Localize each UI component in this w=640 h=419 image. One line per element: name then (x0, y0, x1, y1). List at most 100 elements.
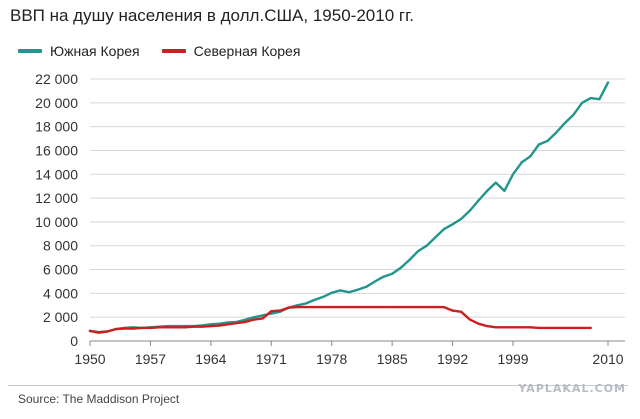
data-point-1-1980 (347, 306, 351, 309)
data-point-0-2010 (606, 81, 610, 84)
data-point-1-1960 (175, 326, 178, 329)
data-point-1-1985 (391, 306, 394, 309)
data-point-1-1952 (106, 330, 109, 333)
y-tick-label: 14 000 (35, 166, 78, 182)
data-point-0-1989 (425, 244, 428, 247)
data-point-0-2007 (581, 101, 584, 104)
data-point-0-2009 (598, 98, 601, 101)
data-point-1-2000 (520, 326, 523, 329)
data-point-0-1985 (391, 272, 394, 275)
data-point-1-1953 (114, 328, 117, 331)
data-point-0-1994 (468, 209, 471, 212)
x-tick-label: 2010 (592, 351, 623, 367)
legend-label-south-korea: Южная Корея (50, 43, 140, 59)
data-point-0-1986 (399, 266, 402, 269)
data-point-1-1990 (434, 306, 437, 309)
data-point-1-1959 (166, 326, 169, 329)
watermark: YAPLAKAL.COM (518, 382, 626, 395)
data-point-1-1988 (417, 306, 420, 309)
data-point-1-2005 (563, 326, 566, 329)
legend-label-north-korea: Северная Корея (193, 43, 301, 59)
data-point-1-1950 (88, 329, 92, 332)
y-tick-label: 12 000 (35, 190, 78, 206)
data-point-1-1967 (235, 322, 238, 325)
data-point-0-1964 (209, 323, 212, 326)
data-point-1-1982 (365, 306, 368, 309)
data-point-0-2006 (572, 113, 575, 116)
data-point-1-2002 (537, 326, 541, 329)
data-point-0-1997 (494, 181, 497, 184)
data-point-1-1991 (442, 306, 446, 309)
data-point-1-1989 (425, 306, 428, 309)
data-point-1-1977 (322, 306, 325, 309)
data-point-1-1968 (244, 320, 247, 323)
data-point-1-1983 (373, 306, 376, 309)
data-point-1-1955 (132, 327, 135, 330)
data-point-0-1991 (442, 228, 446, 231)
legend-item-north-korea: Северная Корея (161, 43, 301, 59)
y-tick-label: 20 000 (35, 95, 78, 111)
data-point-1-1975 (304, 306, 307, 309)
x-tick-label: 1999 (497, 351, 528, 367)
y-tick-label: 10 000 (35, 214, 78, 230)
legend-swatch-north-korea (161, 49, 186, 53)
source-note: Source: The Maddison Project (18, 392, 180, 406)
data-point-0-2008 (589, 97, 592, 100)
data-point-0-2001 (529, 155, 532, 158)
data-point-0-1970 (261, 314, 264, 317)
chart-title: ВВП на душу населения в долл.США, 1950-2… (10, 6, 414, 25)
data-point-1-2001 (529, 326, 532, 329)
x-tick-label: 1985 (377, 351, 408, 367)
data-point-1-1987 (408, 306, 411, 309)
data-point-1-1978 (330, 306, 333, 309)
data-point-0-1968 (244, 318, 247, 321)
data-point-0-1995 (477, 199, 480, 202)
data-point-0-1996 (486, 189, 489, 192)
legend-swatch-south-korea (18, 49, 42, 53)
data-point-0-1977 (322, 295, 325, 298)
data-point-1-1986 (399, 306, 402, 309)
data-point-1-1976 (313, 306, 316, 309)
data-point-1-1994 (468, 318, 471, 321)
data-point-0-1988 (417, 250, 420, 253)
data-point-0-1981 (356, 288, 359, 291)
data-point-1-1965 (218, 324, 221, 327)
data-point-0-2005 (563, 122, 566, 125)
series-line-1 (88, 305, 592, 334)
data-point-1-1963 (201, 325, 204, 328)
data-point-0-1978 (330, 291, 333, 294)
data-point-1-1971 (270, 310, 273, 313)
data-point-1-1972 (278, 309, 281, 312)
x-tick-label: 1992 (437, 351, 468, 367)
data-point-0-1993 (460, 217, 463, 220)
data-point-0-1982 (365, 285, 368, 288)
data-point-0-1969 (252, 316, 256, 319)
data-point-1-1964 (209, 325, 212, 328)
data-point-1-1958 (158, 326, 161, 329)
data-point-1-1999 (511, 326, 515, 329)
y-axis-ticks: 0 2 000 4 000 6 000 8 000 10 000 12 000 14 000 1… (35, 71, 78, 349)
data-point-0-1998 (503, 189, 506, 192)
data-point-0-2002 (537, 143, 541, 146)
data-point-1-2004 (555, 326, 558, 329)
x-axis-ticks: 1950 1957 1964 1971 1978 1985 1992 1999 2010 (74, 341, 624, 367)
data-point-1-2008 (589, 326, 592, 329)
legend: Южная Корея Северная Корея (18, 42, 322, 60)
x-tick-label: 1964 (195, 351, 226, 367)
data-point-1-2003 (546, 326, 549, 329)
x-tick-label: 1950 (74, 351, 105, 367)
data-point-1-1993 (460, 310, 463, 313)
data-point-1-1951 (97, 331, 100, 334)
y-tick-label: 18 000 (35, 119, 78, 135)
y-tick-label: 0 (70, 333, 78, 349)
data-point-1-1996 (486, 325, 489, 328)
data-point-0-1990 (434, 236, 437, 239)
legend-item-south-korea: Южная Корея (18, 43, 140, 59)
data-point-1-2007 (581, 326, 584, 329)
data-point-0-1975 (304, 302, 307, 305)
data-point-1-1966 (227, 323, 230, 326)
data-point-0-2004 (555, 131, 558, 134)
series-line-0 (88, 81, 610, 334)
data-point-1-1998 (503, 326, 506, 329)
data-point-1-1974 (296, 306, 299, 309)
